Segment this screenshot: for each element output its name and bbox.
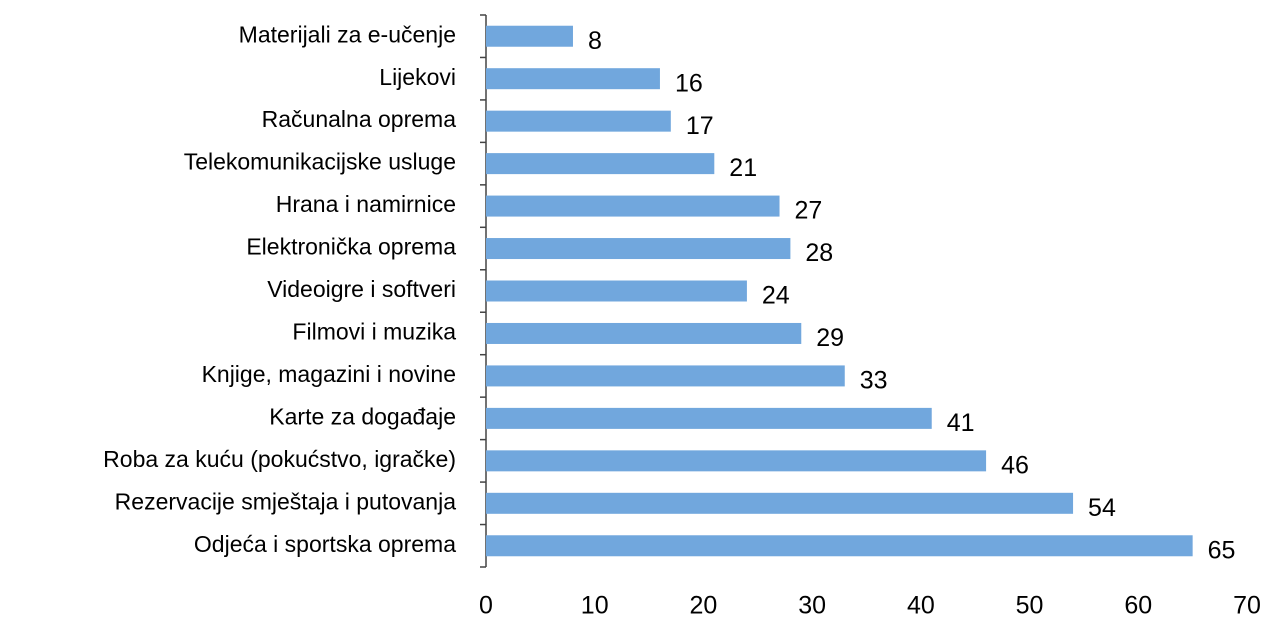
x-tick-label: 60: [1124, 592, 1152, 618]
x-tick-label: 30: [798, 592, 826, 618]
bar: [486, 110, 671, 132]
category-label: Odjeća i sportska oprema: [194, 531, 456, 557]
value-label: 28: [805, 239, 833, 267]
value-label: 54: [1088, 494, 1116, 522]
x-tick-label: 50: [1016, 592, 1044, 618]
category-label: Elektronička oprema: [246, 234, 456, 260]
x-tick-label: 10: [581, 592, 609, 618]
bar: [486, 195, 780, 217]
bar: [486, 365, 845, 387]
category-label: Lijekovi: [379, 64, 456, 90]
bar: [486, 25, 573, 47]
category-label: Hrana i namirnice: [276, 191, 456, 217]
category-label: Materijali za e-učenje: [239, 21, 456, 47]
value-label: 41: [947, 409, 975, 437]
value-label: 17: [686, 112, 714, 140]
bar: [486, 68, 660, 90]
value-label: 46: [1001, 451, 1029, 479]
value-label: 27: [795, 197, 823, 225]
bar: [486, 153, 715, 175]
category-label: Telekomunikacijske usluge: [184, 149, 456, 175]
value-label: 21: [729, 154, 757, 182]
bar: [486, 322, 802, 344]
category-label: Filmovi i muzika: [292, 319, 456, 345]
bar: [486, 407, 932, 429]
value-label: 24: [762, 282, 790, 310]
value-label: 33: [860, 367, 888, 395]
x-tick-label: 0: [479, 592, 493, 618]
bar: [486, 238, 791, 260]
x-tick-label: 70: [1233, 592, 1261, 618]
value-label: 16: [675, 69, 703, 97]
bar: [486, 280, 747, 302]
value-label: 29: [816, 324, 844, 352]
bar: [486, 535, 1193, 557]
x-tick-label: 40: [907, 592, 935, 618]
bar: [486, 450, 987, 472]
value-label: 8: [588, 27, 602, 55]
category-label: Računalna oprema: [262, 106, 457, 132]
value-label: 65: [1208, 536, 1236, 564]
category-label: Roba za kuću (pokućstvo, igračke): [103, 446, 456, 472]
x-tick-label: 20: [690, 592, 718, 618]
bar: [486, 492, 1074, 514]
category-label: Knjige, magazini i novine: [202, 361, 456, 387]
category-label: Rezervacije smještaja i putovanja: [115, 488, 457, 514]
category-label: Karte za događaje: [269, 403, 456, 429]
category-label: Videoigre i softveri: [267, 276, 456, 302]
